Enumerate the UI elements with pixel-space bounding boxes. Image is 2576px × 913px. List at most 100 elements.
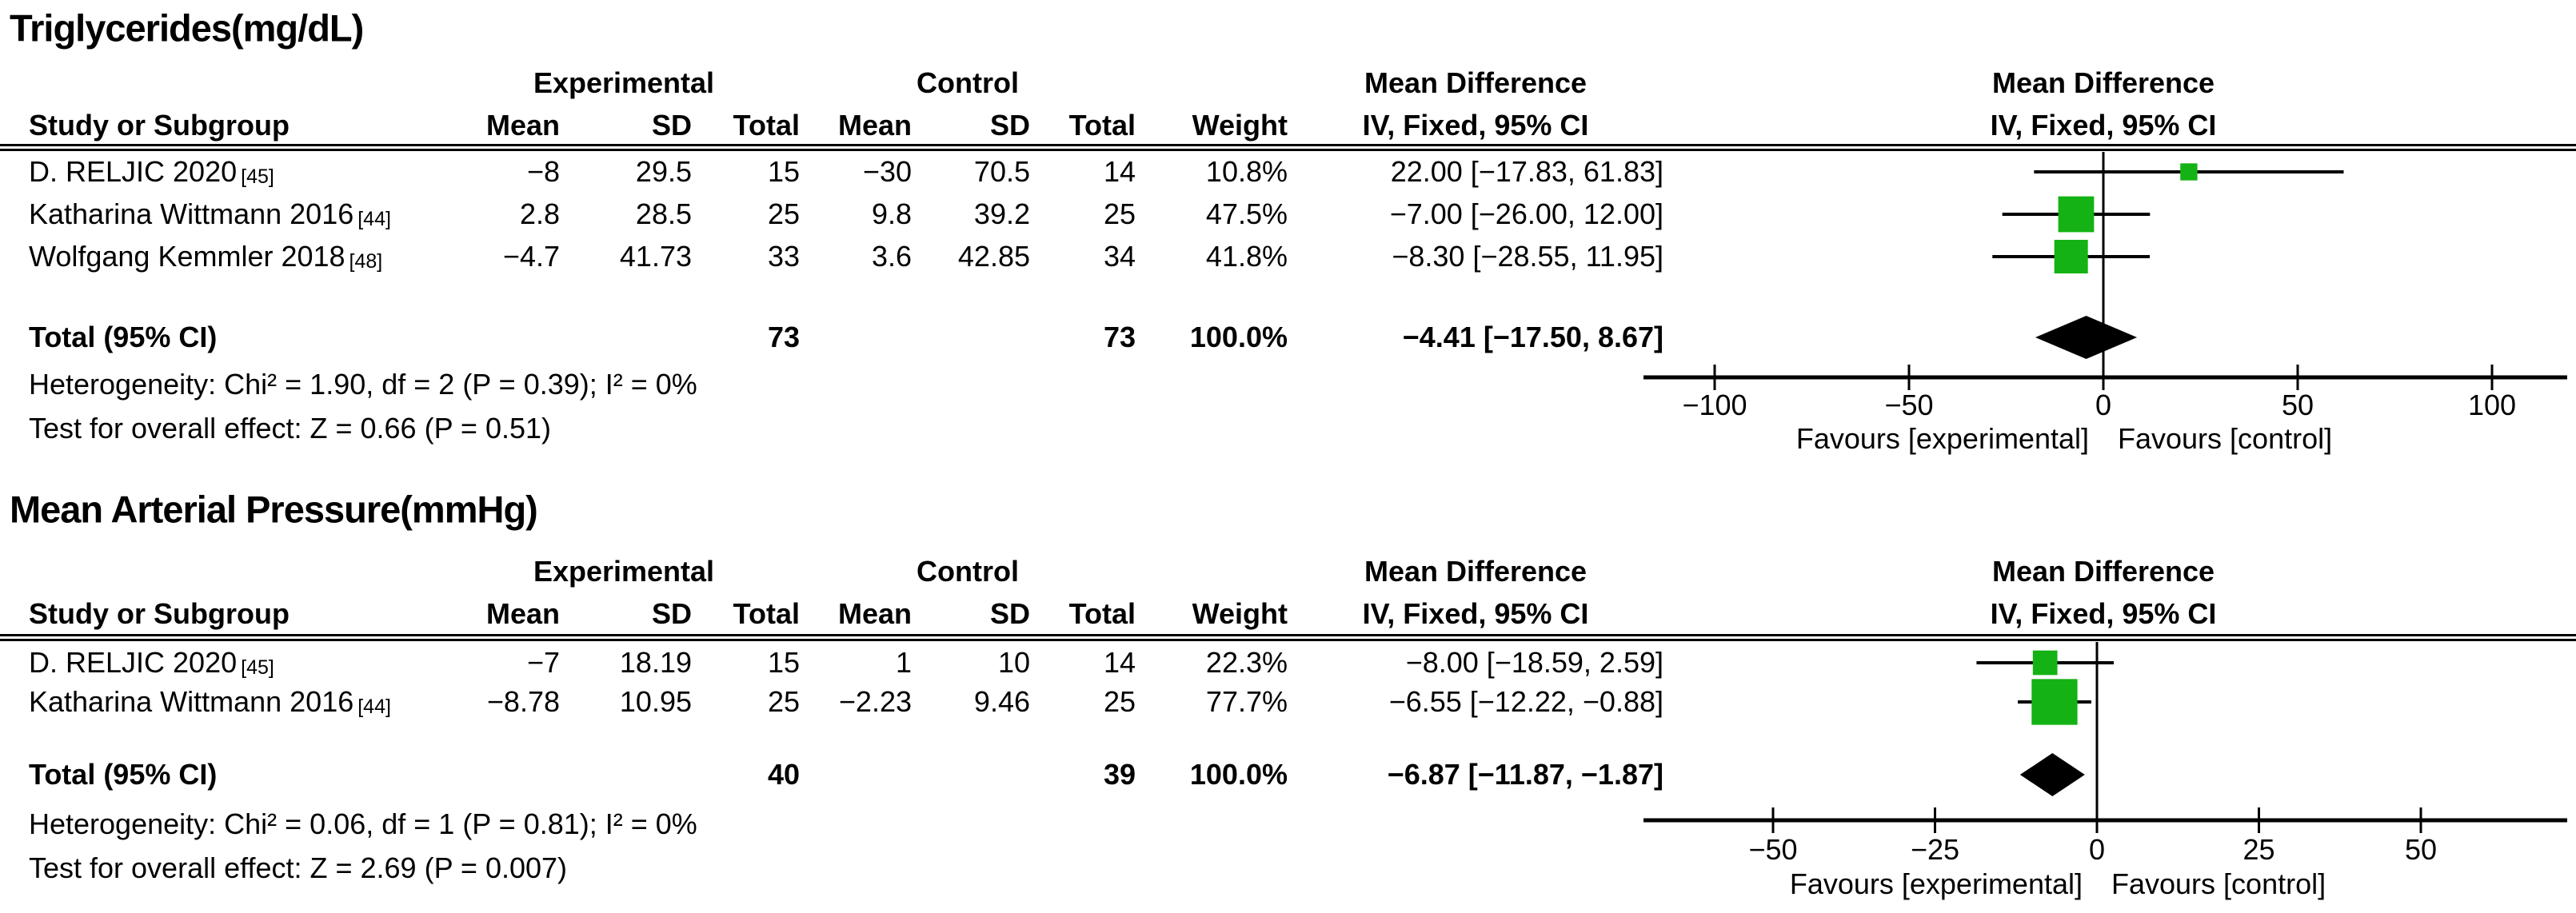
ci-text: −8.00 [−18.59, 2.59] — [1405, 646, 1663, 679]
col-weight: Weight — [1192, 109, 1288, 142]
study-weight-square — [2058, 196, 2095, 233]
exp-mean: −8 — [526, 155, 560, 188]
total-weight: 100.0% — [1189, 758, 1288, 791]
study-name: D. RELJIC 2020 — [29, 646, 238, 679]
total-diamond — [2019, 753, 2085, 796]
ctl-total: 14 — [1103, 155, 1136, 188]
col-ci: IV, Fixed, 95% CI — [1362, 109, 1589, 142]
header-rule — [0, 634, 2576, 641]
heterogeneity-note: Heterogeneity: Chi² = 1.90, df = 2 (P = … — [29, 368, 697, 401]
ctl-mean: 3.6 — [871, 240, 912, 273]
study-label: D. RELJIC 2020 [45] — [0, 155, 448, 189]
total-exp-n: 73 — [767, 321, 800, 353]
exp-sd: 29.5 — [635, 155, 692, 188]
plot-header-line1: Mean Difference — [1991, 555, 2215, 588]
spacer — [912, 321, 1030, 354]
weight: 77.7% — [1205, 685, 1288, 718]
study-ref: [48] — [349, 250, 383, 273]
exp-sd: 41.73 — [619, 240, 692, 273]
col-ctl-total: Total — [1068, 597, 1136, 630]
col-ctl-mean: Mean — [837, 109, 912, 142]
exp-mean: 2.8 — [519, 197, 560, 230]
total-row: Total (95% CI) 40 39 100.0% −6.87 [−11.8… — [0, 758, 1663, 791]
ctl-total: 25 — [1103, 685, 1136, 718]
total-diamond — [2035, 316, 2138, 359]
col-exp-total: Total — [733, 109, 800, 142]
study-label: Wolfgang Kemmler 2018 [48] — [0, 240, 448, 273]
group-header-mean-difference: Mean Difference — [1364, 555, 1588, 588]
table-row: D. RELJIC 2020 [45] −7 18.19 15 1 10 14 2… — [0, 646, 1663, 680]
plot-header-line2: IV, Fixed, 95% CI — [1990, 597, 2217, 630]
col-ctl-sd: SD — [989, 109, 1030, 142]
ctl-sd: 39.2 — [973, 197, 1030, 230]
col-exp-sd: SD — [651, 109, 692, 142]
axis-tick-label: 50 — [2405, 833, 2437, 866]
ci-text: −7.00 [−26.00, 12.00] — [1389, 197, 1663, 230]
weight: 47.5% — [1205, 197, 1288, 230]
ctl-mean: −30 — [862, 155, 912, 188]
ctl-total: 25 — [1103, 197, 1136, 230]
spacer — [448, 758, 560, 791]
col-ctl-total: Total — [1068, 109, 1136, 142]
exp-mean: −4.7 — [502, 240, 560, 273]
axis-tick-label: 50 — [2282, 389, 2314, 421]
col-exp-total: Total — [733, 597, 800, 630]
axis-tick-label: 25 — [2243, 833, 2274, 866]
plot-header-line1: Mean Difference — [1991, 66, 2215, 99]
col-exp-mean: Mean — [485, 109, 560, 142]
ctl-sd: 70.5 — [973, 155, 1030, 188]
col-ctl-sd: SD — [989, 597, 1030, 630]
exp-sd: 18.19 — [619, 646, 692, 679]
table-row: Katharina Wittmann 2016 [44] 2.8 28.5 25 … — [0, 197, 1663, 231]
total-label: Total (95% CI) — [29, 758, 218, 791]
study-weight-square — [2032, 650, 2058, 676]
exp-mean: −8.78 — [486, 685, 560, 718]
favours-left-label: Favours [experimental] — [1790, 867, 2083, 900]
plot-header-line2: IV, Fixed, 95% CI — [1990, 109, 2217, 142]
group-header-control: Control — [917, 66, 1019, 99]
group-header-mean-difference: Mean Difference — [1364, 66, 1588, 99]
exp-total: 25 — [767, 197, 800, 230]
total-exp-n: 40 — [767, 758, 800, 791]
column-header-row: Study or Subgroup Mean SD Total Mean SD … — [0, 109, 1663, 142]
total-ctl-n: 39 — [1103, 758, 1136, 791]
study-label: Katharina Wittmann 2016 [44] — [0, 197, 448, 231]
spacer — [800, 321, 912, 354]
total-ci-text: −4.41 [−17.50, 8.67] — [1402, 321, 1663, 353]
col-study: Study or Subgroup — [29, 597, 290, 630]
ctl-total: 14 — [1103, 646, 1136, 679]
table-row: Wolfgang Kemmler 2018 [48] −4.7 41.73 33 … — [0, 240, 1663, 273]
col-weight: Weight — [1192, 597, 1288, 630]
ctl-sd: 9.46 — [973, 685, 1030, 718]
study-ref: [45] — [241, 165, 274, 188]
forest-plot-mean-arterial-pressure: −50 −25 0 25 50 Favours [experimental] Favours… — [1643, 642, 2567, 900]
col-ci: IV, Fixed, 95% CI — [1362, 597, 1589, 630]
total-ci-text: −6.87 [−11.87, −1.87] — [1387, 758, 1663, 791]
col-exp-sd: SD — [651, 597, 692, 630]
study-label: Katharina Wittmann 2016 [44] — [0, 685, 448, 719]
ctl-sd: 42.85 — [957, 240, 1030, 273]
study-ref: [45] — [241, 656, 274, 679]
ci-text: −6.55 [−12.22, −0.88] — [1388, 685, 1663, 718]
overall-effect-note: Test for overall effect: Z = 2.69 (P = 0… — [29, 851, 568, 884]
axis-tick-label: 100 — [2468, 389, 2516, 421]
forest-plot-triglycerides: −100 −50 0 50 100 Favours [experimental] Favou… — [1643, 152, 2567, 455]
study-name: Wolfgang Kemmler 2018 — [29, 240, 345, 273]
exp-mean: −7 — [526, 646, 560, 679]
axis-tick-label: −25 — [1911, 833, 1959, 866]
exp-total: 15 — [767, 646, 800, 679]
exp-total: 15 — [767, 155, 800, 188]
study-weight-square — [2054, 239, 2088, 274]
exp-sd: 28.5 — [635, 197, 692, 230]
axis-tick-label: 0 — [2089, 833, 2105, 866]
group-header-experimental: Experimental — [533, 66, 715, 99]
header-rule — [0, 144, 2576, 151]
weight: 41.8% — [1205, 240, 1288, 273]
axis-tick-label: −100 — [1682, 389, 1747, 421]
col-exp-mean: Mean — [485, 597, 560, 630]
ci-text: −8.30 [−28.55, 11.95] — [1392, 240, 1663, 273]
panel-mean-arterial-pressure: Mean Arterial Pressure(mmHg) Experimenta… — [0, 456, 2576, 913]
ci-text: 22.00 [−17.83, 61.83] — [1390, 155, 1663, 188]
favours-left-label: Favours [experimental] — [1796, 422, 2089, 455]
